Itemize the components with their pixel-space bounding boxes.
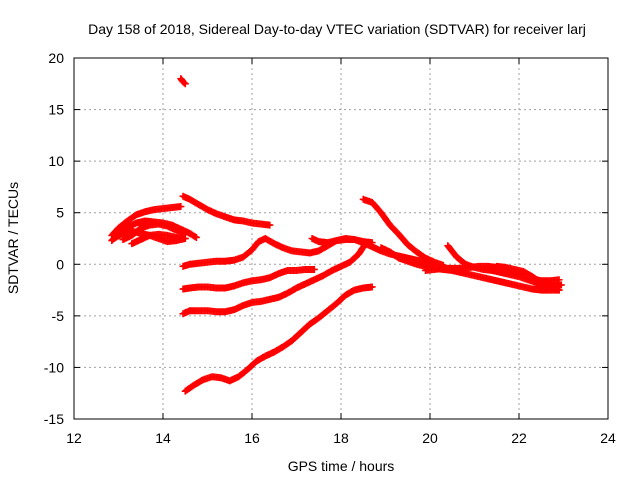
series-arc-5: [119, 220, 189, 244]
y-axis-label: SDTVAR / TECUs: [5, 182, 21, 294]
chart-title: Day 158 of 2018, Sidereal Day-to-day VTE…: [88, 21, 586, 37]
data-point: [181, 80, 189, 88]
data-point: [266, 221, 274, 229]
data-point: [368, 283, 376, 291]
data-point: [557, 281, 565, 289]
y-tick-label: 15: [48, 102, 64, 118]
data-point: [181, 235, 189, 242]
data-point: [192, 233, 200, 241]
x-tick-label: 18: [333, 430, 349, 446]
data-point: [177, 203, 185, 211]
series-arc-17: [493, 262, 563, 294]
x-tick-label: 22: [511, 430, 527, 446]
y-tick-label: -10: [44, 359, 64, 375]
plot-frame: [73, 57, 609, 420]
series-arc-11: [181, 283, 376, 395]
x-tick-label: 16: [244, 430, 260, 446]
data-points: [108, 75, 565, 395]
series-arc-1: [177, 75, 189, 88]
data-point: [180, 79, 188, 87]
series-arc-13: [359, 195, 447, 269]
data-point: [191, 233, 199, 241]
y-tick-label: 0: [56, 256, 64, 272]
data-point: [181, 228, 189, 236]
x-tick-label: 24: [600, 430, 616, 446]
x-tick-label: 12: [66, 430, 82, 446]
y-tick-label: 20: [48, 50, 64, 66]
data-point: [555, 286, 563, 294]
x-axis-label: GPS time / hours: [288, 458, 395, 474]
series-arc-6: [128, 231, 189, 248]
y-tick-label: -15: [44, 411, 64, 427]
y-tick-label: -5: [52, 308, 65, 324]
series-arc-9: [179, 265, 318, 293]
y-tick-label: 5: [56, 205, 64, 221]
y-tick-label: 10: [48, 153, 64, 169]
data-point: [310, 265, 318, 273]
x-tick-label: 14: [155, 430, 171, 446]
tick-labels: 12 14 16 18 20 22 24 -15 -10 -5 0 5 10 15 20: [44, 50, 616, 446]
series-arc-7: [179, 192, 274, 229]
series-arc-2: [108, 203, 185, 239]
x-tick-label: 20: [422, 430, 438, 446]
data-point: [555, 276, 563, 284]
series-arc-10: [179, 240, 369, 318]
